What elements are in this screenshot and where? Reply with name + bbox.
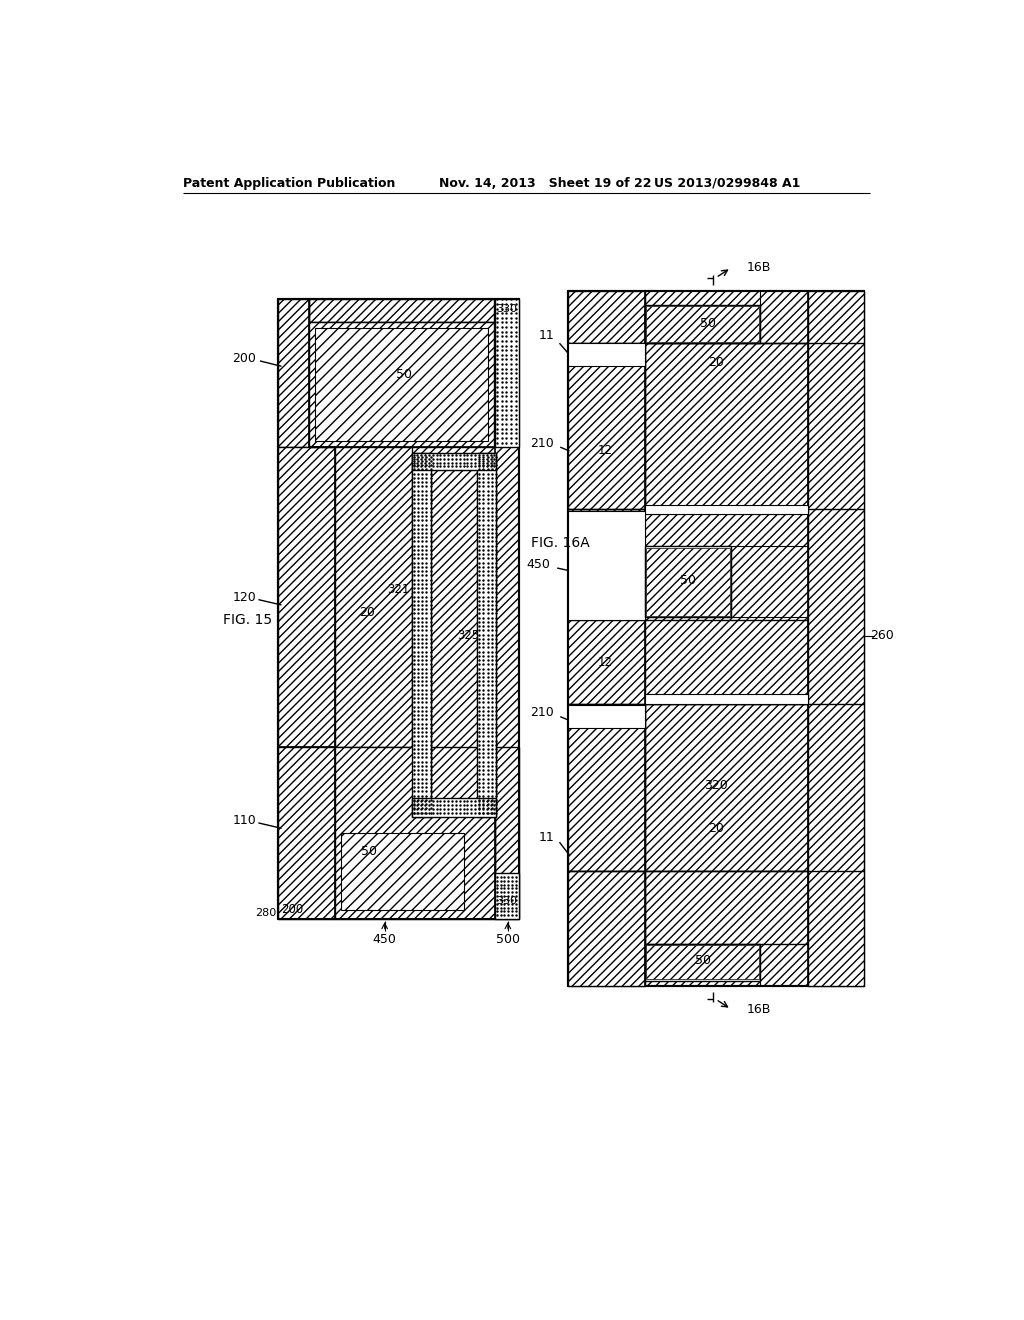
Text: 20: 20 — [708, 356, 724, 370]
Bar — [645, 546, 731, 618]
Bar — [568, 871, 645, 986]
Bar — [645, 944, 761, 981]
Text: 200: 200 — [282, 903, 303, 916]
Text: 12: 12 — [598, 445, 613, 458]
Text: Nov. 14, 2013   Sheet 19 of 22: Nov. 14, 2013 Sheet 19 of 22 — [438, 177, 651, 190]
Text: 20: 20 — [359, 606, 375, 619]
Text: 500: 500 — [496, 933, 520, 945]
Text: 11: 11 — [539, 832, 554, 843]
Bar — [646, 548, 730, 615]
Bar — [645, 343, 808, 508]
Text: 330: 330 — [496, 896, 517, 907]
Text: 11: 11 — [539, 329, 554, 342]
Bar — [568, 511, 645, 620]
Bar — [495, 298, 519, 447]
Bar — [645, 620, 808, 697]
Text: 280: 280 — [255, 908, 275, 917]
Text: FIG. 16A: FIG. 16A — [531, 536, 590, 550]
Text: 450: 450 — [373, 933, 396, 945]
Text: 16B: 16B — [746, 261, 771, 275]
Text: 200: 200 — [232, 352, 256, 366]
Bar — [412, 453, 431, 817]
Bar — [279, 447, 335, 747]
Bar — [568, 290, 863, 986]
Text: 12: 12 — [598, 656, 613, 669]
Bar — [431, 470, 477, 797]
Text: 50: 50 — [680, 574, 696, 587]
Text: 50: 50 — [700, 317, 716, 330]
Bar — [335, 447, 412, 747]
Bar — [568, 343, 645, 508]
Bar — [808, 290, 863, 986]
Bar — [412, 797, 497, 817]
Text: 325: 325 — [457, 630, 479, 643]
Bar — [341, 833, 464, 909]
Bar — [645, 704, 808, 871]
Bar — [568, 704, 645, 871]
Bar — [568, 705, 645, 729]
Text: 16B: 16B — [746, 1003, 771, 1016]
Bar — [279, 298, 309, 447]
Text: 320: 320 — [703, 779, 728, 792]
Bar — [568, 290, 645, 343]
Text: 450: 450 — [526, 558, 550, 572]
Bar — [646, 306, 759, 342]
Text: 50: 50 — [396, 367, 412, 380]
Text: 321: 321 — [387, 583, 410, 597]
Bar — [645, 694, 808, 704]
Bar — [495, 747, 519, 919]
Text: 210: 210 — [530, 437, 554, 450]
Bar — [646, 945, 759, 979]
Bar — [309, 322, 494, 447]
Bar — [645, 506, 808, 515]
Text: 50: 50 — [361, 845, 377, 858]
Bar — [477, 453, 497, 817]
Text: Patent Application Publication: Patent Application Publication — [183, 177, 395, 190]
Bar — [335, 747, 495, 919]
Text: FIG. 15: FIG. 15 — [223, 614, 272, 627]
Text: 50: 50 — [694, 954, 711, 968]
Text: 110: 110 — [232, 814, 256, 828]
Bar — [645, 871, 808, 944]
Bar — [412, 453, 497, 470]
Bar — [279, 747, 335, 919]
Bar — [495, 873, 519, 919]
Text: 210: 210 — [530, 706, 554, 719]
Text: 330: 330 — [496, 304, 517, 314]
Text: 260: 260 — [869, 630, 894, 643]
Text: US 2013/0299848 A1: US 2013/0299848 A1 — [654, 177, 801, 190]
Text: 20: 20 — [708, 822, 724, 834]
Bar — [309, 298, 494, 322]
Bar — [568, 343, 645, 367]
Text: 120: 120 — [232, 591, 256, 603]
Bar — [645, 305, 761, 343]
Bar — [315, 327, 487, 441]
Bar — [279, 298, 519, 919]
